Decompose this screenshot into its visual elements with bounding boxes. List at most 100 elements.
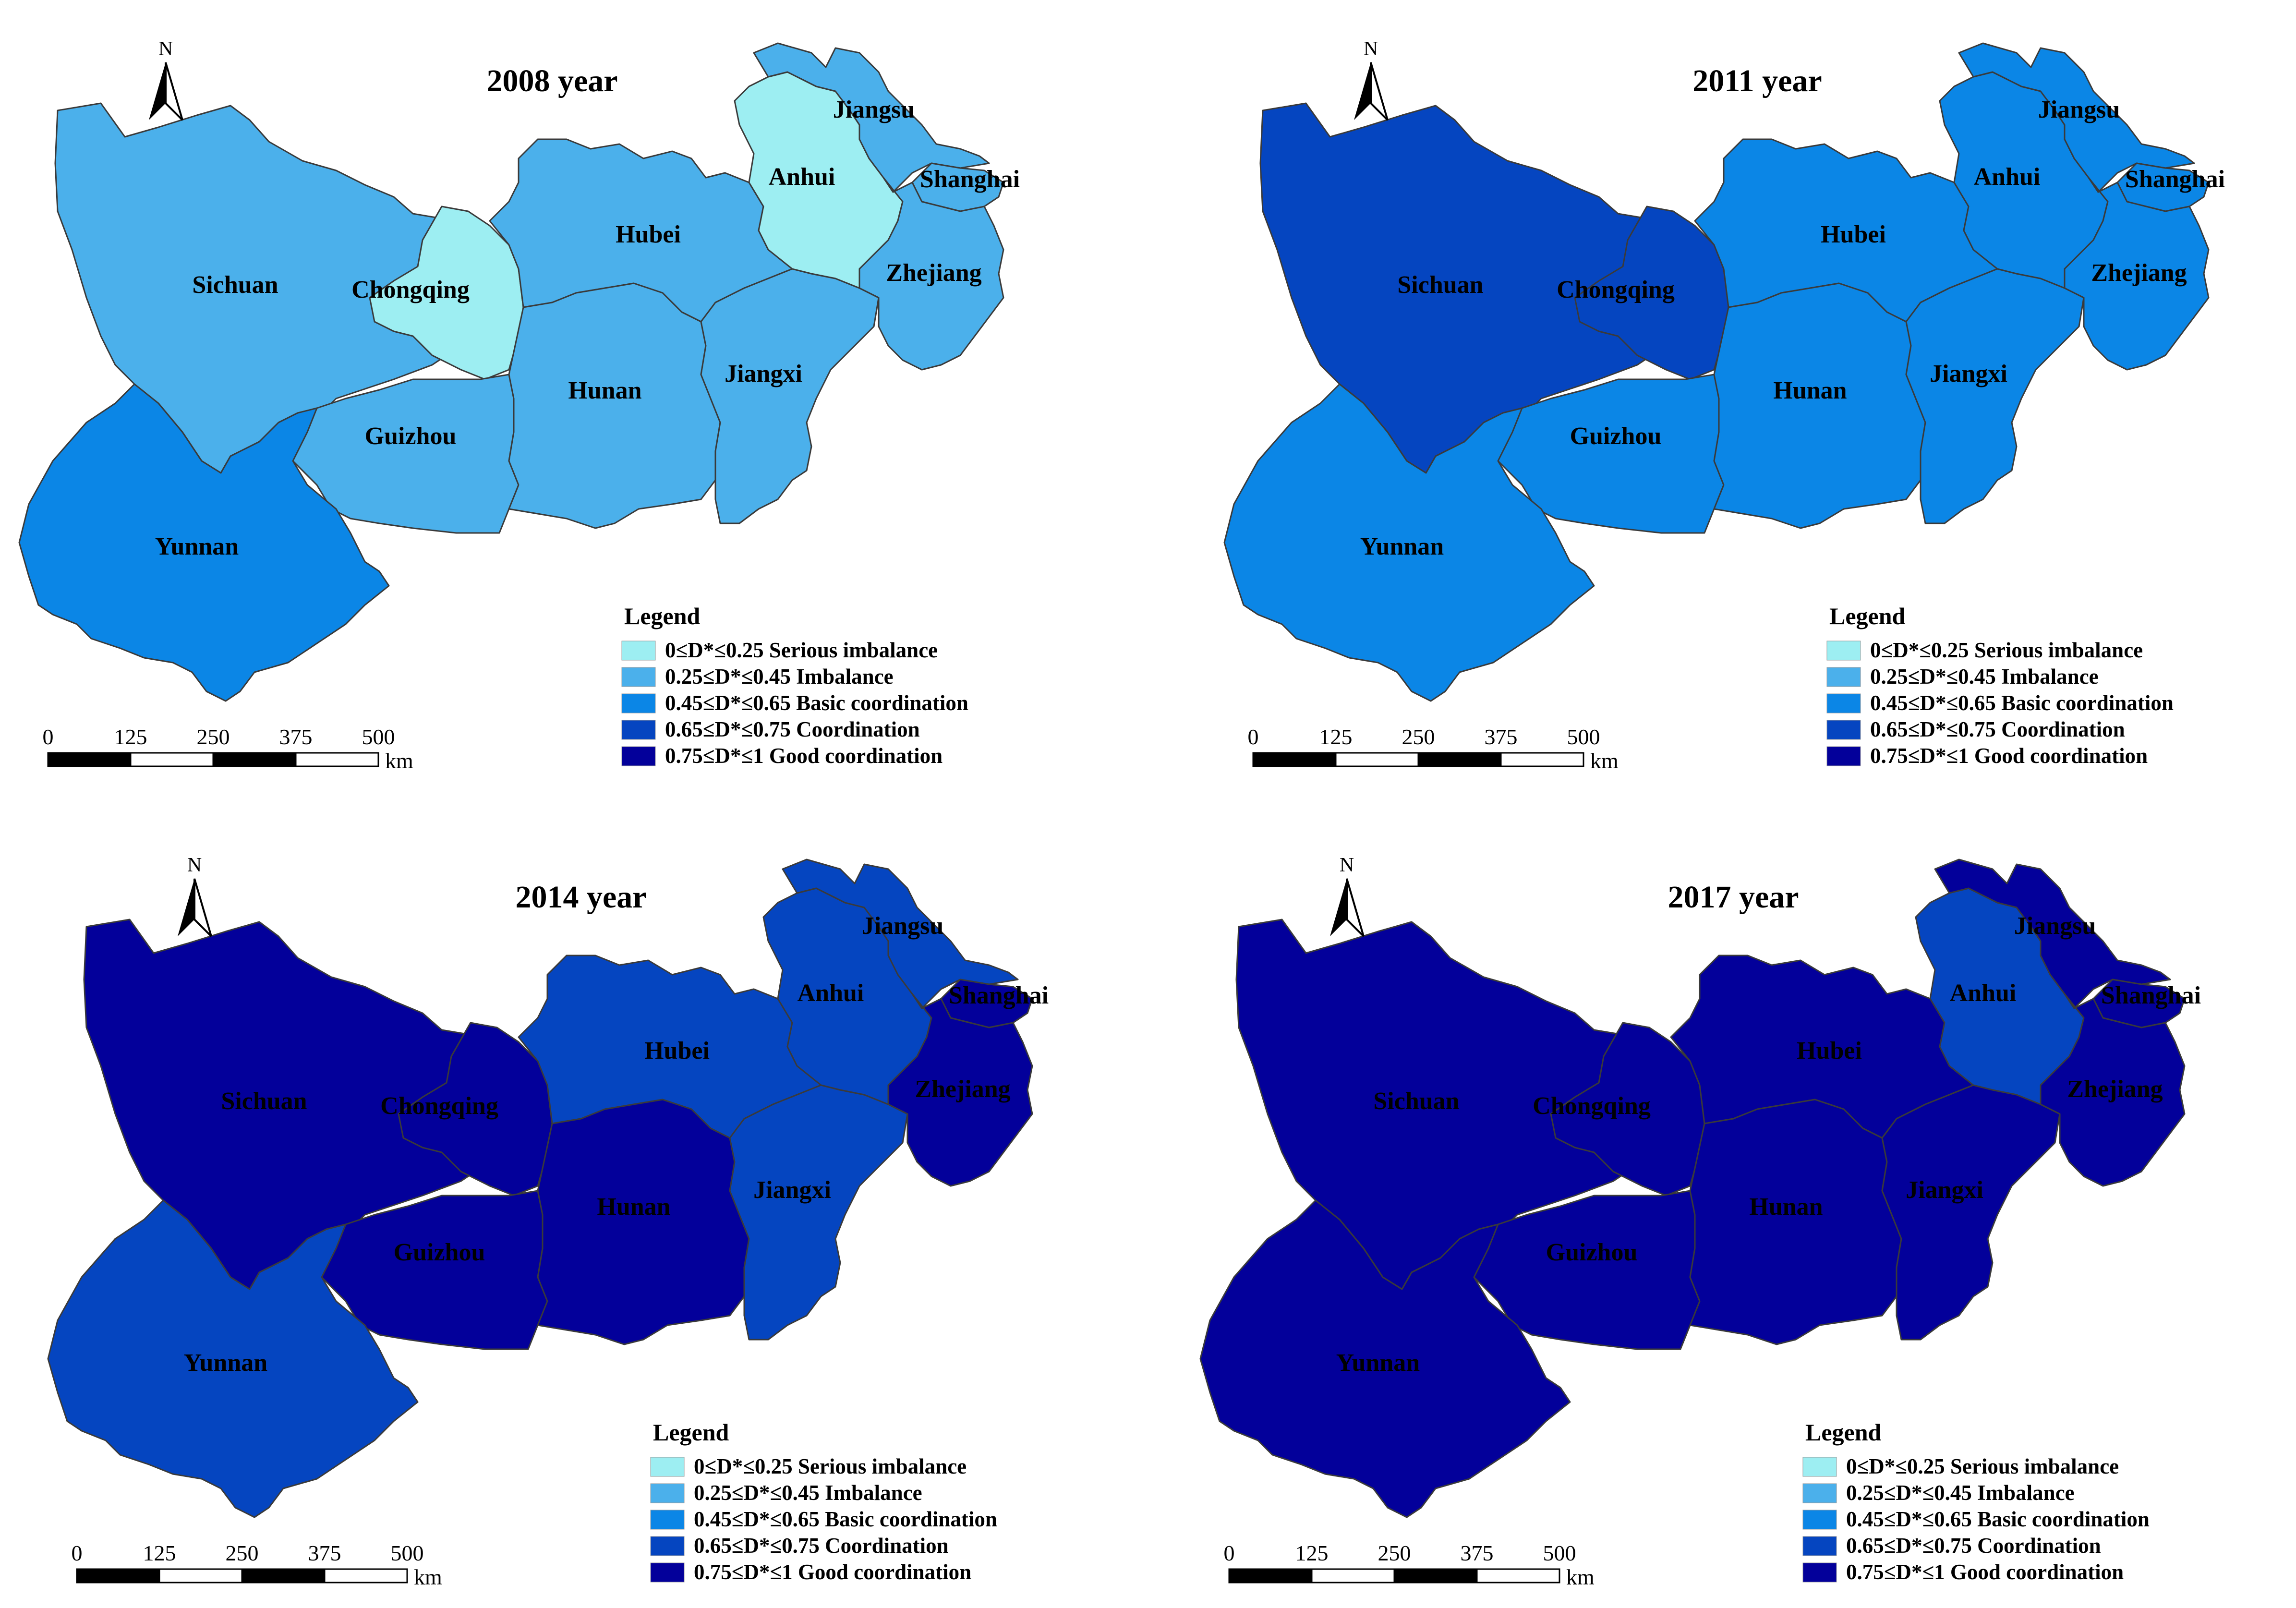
- scale-segment: [1500, 752, 1584, 767]
- scale-tick-label: 250: [197, 725, 230, 749]
- legend-swatch: [1802, 1510, 1837, 1530]
- map-title: 2014 year: [515, 880, 646, 915]
- legend-label: 0.65≤D*≤0.75 Coordination: [694, 1534, 949, 1558]
- scale-tick-label: 125: [114, 725, 147, 749]
- legend-swatch: [1802, 1457, 1837, 1477]
- legend-title: Legend: [653, 1419, 729, 1446]
- map-panel-4: Sichuan Chongqing Guizhou Yunnan Hubei Hunan J…: [1199, 854, 2201, 1589]
- province-label-guizhou: Guizhou: [1546, 1239, 1638, 1266]
- scale-tick-label: 125: [1295, 1541, 1329, 1565]
- province-zhejiang: [2040, 993, 2186, 1187]
- province-label-hubei: Hubei: [1797, 1037, 1862, 1064]
- legend-swatch: [1802, 1562, 1837, 1583]
- north-arrow-icon: N: [178, 854, 212, 937]
- province-label-anhui: Anhui: [1974, 163, 2041, 191]
- scale-segment: [1311, 1568, 1395, 1584]
- scale-tick-label: 0: [1224, 1541, 1235, 1565]
- legend-swatch: [1826, 641, 1861, 661]
- province-label-zhejiang: Zhejiang: [886, 259, 981, 287]
- province-zhejiang: [858, 177, 1004, 371]
- province-label-sichuan: Sichuan: [192, 271, 278, 299]
- scale-segment: [47, 752, 132, 767]
- province-label-zhejiang: Zhejiang: [915, 1076, 1010, 1103]
- legend-label: 0.45≤D*≤0.65 Basic coordination: [1870, 691, 2174, 715]
- province-hunan: [537, 1099, 750, 1345]
- province-sichuan: [1259, 102, 1691, 474]
- province-sichuan: [54, 102, 486, 474]
- scale-unit: km: [1566, 1565, 1595, 1589]
- province-label-shanghai: Shanghai: [949, 982, 1049, 1009]
- province-label-chongqing: Chongqing: [1533, 1092, 1651, 1120]
- scale-tick-label: 250: [1378, 1541, 1411, 1565]
- province-zhejiang: [2064, 177, 2210, 371]
- north-arrow-icon: N: [1330, 854, 1365, 937]
- province-jiangxi: [729, 1084, 908, 1341]
- scale-segment: [1476, 1568, 1560, 1584]
- scale-segment: [324, 1568, 408, 1584]
- scale-tick-label: 375: [1485, 725, 1518, 749]
- legend-swatch: [621, 641, 656, 661]
- legend-swatch: [650, 1483, 685, 1503]
- legend-swatch: [1826, 667, 1861, 687]
- scale-tick-label: 500: [1543, 1541, 1576, 1565]
- scale-tick-label: 0: [72, 1541, 83, 1565]
- scale-segment: [1228, 1568, 1313, 1584]
- province-label-zhejiang: Zhejiang: [2067, 1076, 2163, 1103]
- legend-label: 0.75≤D*≤1 Good coordination: [1870, 744, 2148, 768]
- scale-segment: [1335, 752, 1419, 767]
- province-label-jiangsu: Jiangsu: [862, 912, 944, 940]
- legend-swatch: [1826, 746, 1861, 766]
- province-hunan: [508, 282, 721, 529]
- legend-swatch: [650, 1562, 685, 1583]
- scale-tick-label: 375: [308, 1541, 341, 1565]
- legend-label: 0≤D*≤0.25 Serious imbalance: [694, 1454, 967, 1478]
- legend-label: 0.65≤D*≤0.75 Coordination: [665, 717, 920, 741]
- province-label-jiangsu: Jiangsu: [833, 96, 915, 123]
- province-label-guizhou: Guizhou: [394, 1239, 485, 1266]
- scale-tick-label: 0: [1248, 725, 1259, 749]
- legend-label: 0.25≤D*≤0.45 Imbalance: [665, 665, 894, 689]
- province-label-yunnan: Yunnan: [1336, 1349, 1420, 1377]
- scale-tick-label: 250: [226, 1541, 259, 1565]
- scale-tick-label: 0: [43, 725, 54, 749]
- scale-segment: [1252, 752, 1337, 767]
- province-hunan: [1713, 282, 1926, 529]
- scale-tick-label: 500: [391, 1541, 424, 1565]
- legend-label: 0.45≤D*≤0.65 Basic coordination: [1846, 1507, 2150, 1531]
- scale-tick-label: 500: [362, 725, 395, 749]
- map-panel-3: Sichuan Chongqing Guizhou Yunnan Hubei Hunan J…: [47, 854, 1049, 1589]
- province-label-hunan: Hunan: [1749, 1193, 1823, 1221]
- legend-label: 0.45≤D*≤0.65 Basic coordination: [694, 1507, 997, 1531]
- province-label-yunnan: Yunnan: [155, 533, 239, 560]
- scale-tick-label: 375: [1461, 1541, 1494, 1565]
- province-label-hubei: Hubei: [616, 221, 681, 248]
- province-label-anhui: Anhui: [1950, 979, 2017, 1007]
- province-label-jiangsu: Jiangsu: [2038, 96, 2120, 123]
- scale-unit: km: [1590, 749, 1619, 773]
- province-label-hunan: Hunan: [597, 1193, 670, 1221]
- province-hunan: [1689, 1099, 1902, 1345]
- province-label-yunnan: Yunnan: [184, 1349, 268, 1377]
- scale-segment: [1393, 1568, 1478, 1584]
- legend: Legend 0≤D*≤0.25 Serious imbalance 0.25≤D*…: [650, 1419, 997, 1584]
- province-label-shanghai: Shanghai: [920, 166, 1020, 193]
- legend-label: 0.75≤D*≤1 Good coordination: [694, 1560, 971, 1584]
- province-jiangxi: [700, 268, 880, 524]
- province-label-jiangxi: Jiangxi: [753, 1176, 831, 1204]
- scale-segment: [158, 1568, 243, 1584]
- legend-swatch: [650, 1536, 685, 1556]
- legend-title: Legend: [1829, 603, 1906, 629]
- province-yunnan: [18, 383, 390, 702]
- legend-title: Legend: [624, 603, 701, 629]
- legend: Legend 0≤D*≤0.25 Serious imbalance 0.25≤D*…: [621, 603, 968, 768]
- province-label-sichuan: Sichuan: [1373, 1088, 1459, 1115]
- province-label-shanghai: Shanghai: [2125, 166, 2225, 193]
- province-zhejiang: [887, 993, 1033, 1187]
- province-sichuan: [83, 919, 515, 1290]
- legend-swatch: [621, 746, 656, 766]
- province-label-yunnan: Yunnan: [1360, 533, 1444, 560]
- province-label-hubei: Hubei: [1821, 221, 1886, 248]
- north-label: N: [158, 38, 173, 60]
- map-panel-2: Sichuan Chongqing Guizhou Yunnan Hubei Hunan J…: [1223, 38, 2225, 773]
